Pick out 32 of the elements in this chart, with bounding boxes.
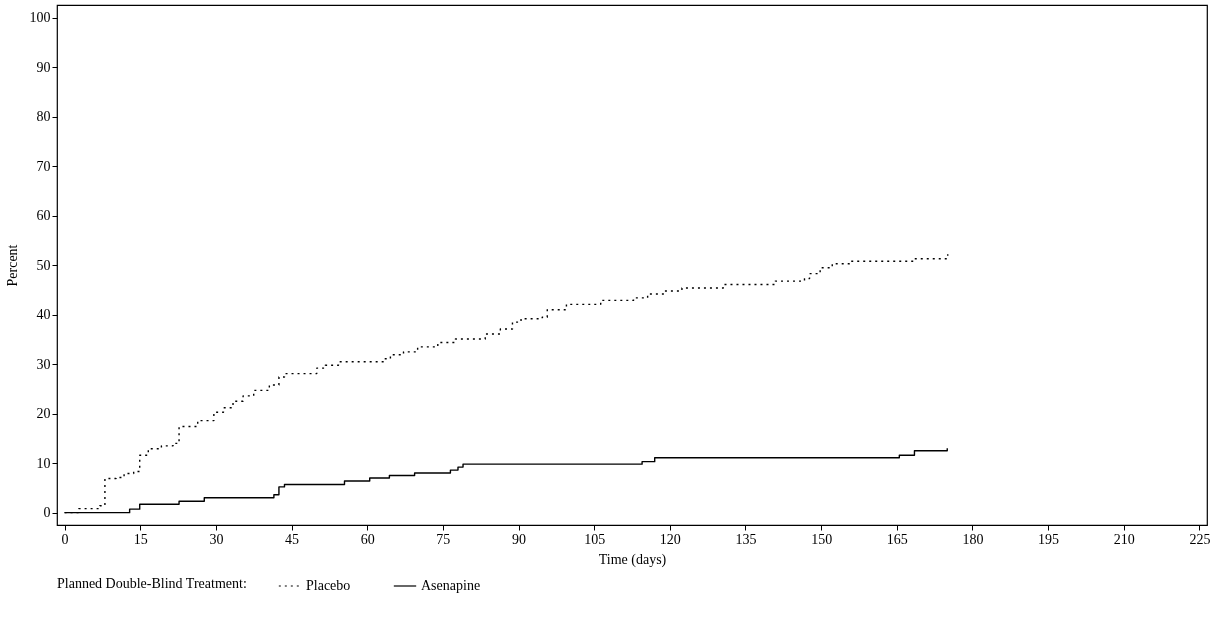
y-tick-label: 0 [43, 505, 51, 521]
x-tick-label: 210 [1113, 531, 1135, 547]
y-axis-title: Percent [4, 244, 20, 287]
x-tick-label: 75 [436, 531, 451, 547]
y-tick-label: 30 [36, 356, 51, 372]
x-tick-label: 225 [1189, 531, 1211, 547]
y-tick-label: 20 [36, 406, 51, 422]
legend-label: Asenapine [421, 578, 481, 593]
x-tick-label: 135 [735, 531, 757, 547]
x-tick-label: 45 [285, 531, 300, 547]
x-tick-label: 90 [512, 531, 527, 547]
y-tick-label: 40 [36, 307, 51, 323]
x-tick-label: 195 [1038, 531, 1060, 547]
x-axis-title: Time (days) [598, 551, 667, 568]
y-tick-label: 10 [36, 455, 51, 471]
x-tick-label: 120 [659, 531, 681, 547]
x-tick-label: 180 [962, 531, 984, 547]
legend-label: Placebo [306, 578, 351, 593]
x-tick-label: 105 [584, 531, 606, 547]
x-tick-label: 0 [61, 531, 69, 547]
x-tick-label: 165 [886, 531, 908, 547]
legend-title: Planned Double-Blind Treatment: [57, 576, 247, 591]
y-tick-label: 70 [36, 158, 51, 174]
y-tick-label: 100 [29, 10, 51, 26]
x-tick-label: 150 [811, 531, 833, 547]
y-tick-label: 80 [36, 109, 51, 125]
y-tick-label: 60 [36, 208, 51, 224]
x-tick-label: 30 [209, 531, 224, 547]
x-tick-label: 15 [133, 531, 148, 547]
x-tick-label: 60 [360, 531, 375, 547]
y-tick-label: 90 [36, 59, 51, 75]
y-tick-label: 50 [36, 257, 51, 273]
